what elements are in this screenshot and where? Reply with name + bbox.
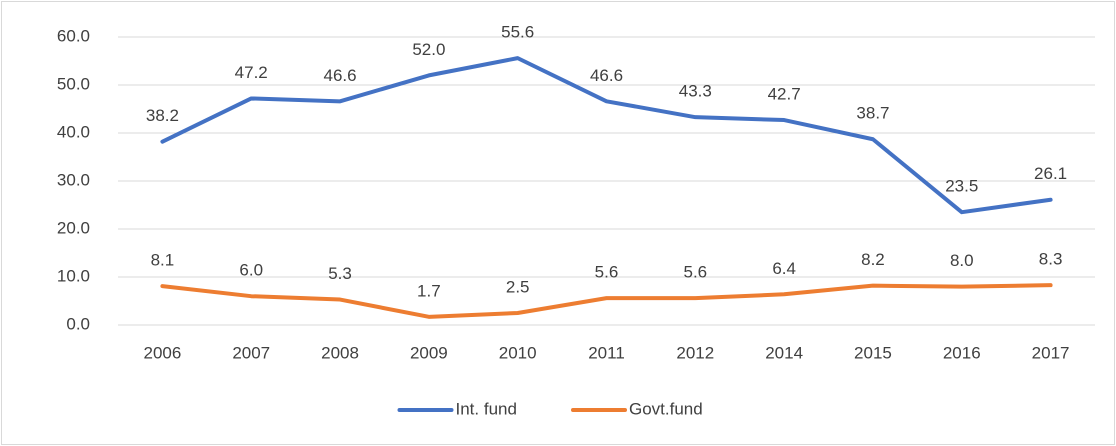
x-tick-label: 2007 <box>232 343 270 362</box>
data-label: 46.6 <box>323 66 356 85</box>
data-label: 6.4 <box>772 259 796 278</box>
x-tick-label: 2012 <box>676 343 714 362</box>
x-tick-label: 2006 <box>143 343 181 362</box>
legend-label: Int. fund <box>456 399 517 418</box>
y-tick-label: 50.0 <box>57 74 90 93</box>
series-line <box>160 283 1053 319</box>
y-tick-label: 10.0 <box>57 266 90 285</box>
data-label: 8.0 <box>950 251 974 270</box>
x-tick-label: 2011 <box>588 343 625 362</box>
data-label: 8.1 <box>151 251 175 270</box>
data-label: 5.6 <box>683 263 707 282</box>
series-line <box>160 56 1053 215</box>
x-tick-label: 2015 <box>854 343 892 362</box>
y-tick-label: 30.0 <box>57 170 90 189</box>
y-tick-label: 60.0 <box>57 26 90 45</box>
data-label: 5.6 <box>595 263 619 282</box>
x-tick-label: 2010 <box>499 343 537 362</box>
data-label: 6.0 <box>239 261 263 280</box>
data-label: 46.6 <box>590 66 623 85</box>
data-label: 8.2 <box>861 250 885 269</box>
data-label: 42.7 <box>768 85 801 104</box>
data-label: 1.7 <box>417 281 441 300</box>
data-label: 2.5 <box>506 277 530 296</box>
y-tick-label: 0.0 <box>66 314 90 333</box>
legend-label: Govt.fund <box>629 399 703 418</box>
x-tick-label: 2008 <box>321 343 359 362</box>
data-label: 43.3 <box>679 82 712 101</box>
data-label: 5.3 <box>328 264 352 283</box>
data-label: 8.3 <box>1039 250 1063 269</box>
x-tick-label: 2017 <box>1032 343 1070 362</box>
data-label: 23.5 <box>945 177 978 196</box>
data-label: 55.6 <box>501 23 534 42</box>
data-label: 38.2 <box>146 106 179 125</box>
y-tick-label: 20.0 <box>57 218 90 237</box>
data-label: 52.0 <box>412 40 445 59</box>
x-tick-label: 2009 <box>410 343 448 362</box>
y-tick-label: 40.0 <box>57 122 90 141</box>
x-tick-label: 2016 <box>943 343 981 362</box>
data-label: 47.2 <box>235 63 268 82</box>
data-label: 26.1 <box>1034 164 1067 183</box>
x-tick-label: 2014 <box>765 343 803 362</box>
data-label: 38.7 <box>856 104 889 123</box>
